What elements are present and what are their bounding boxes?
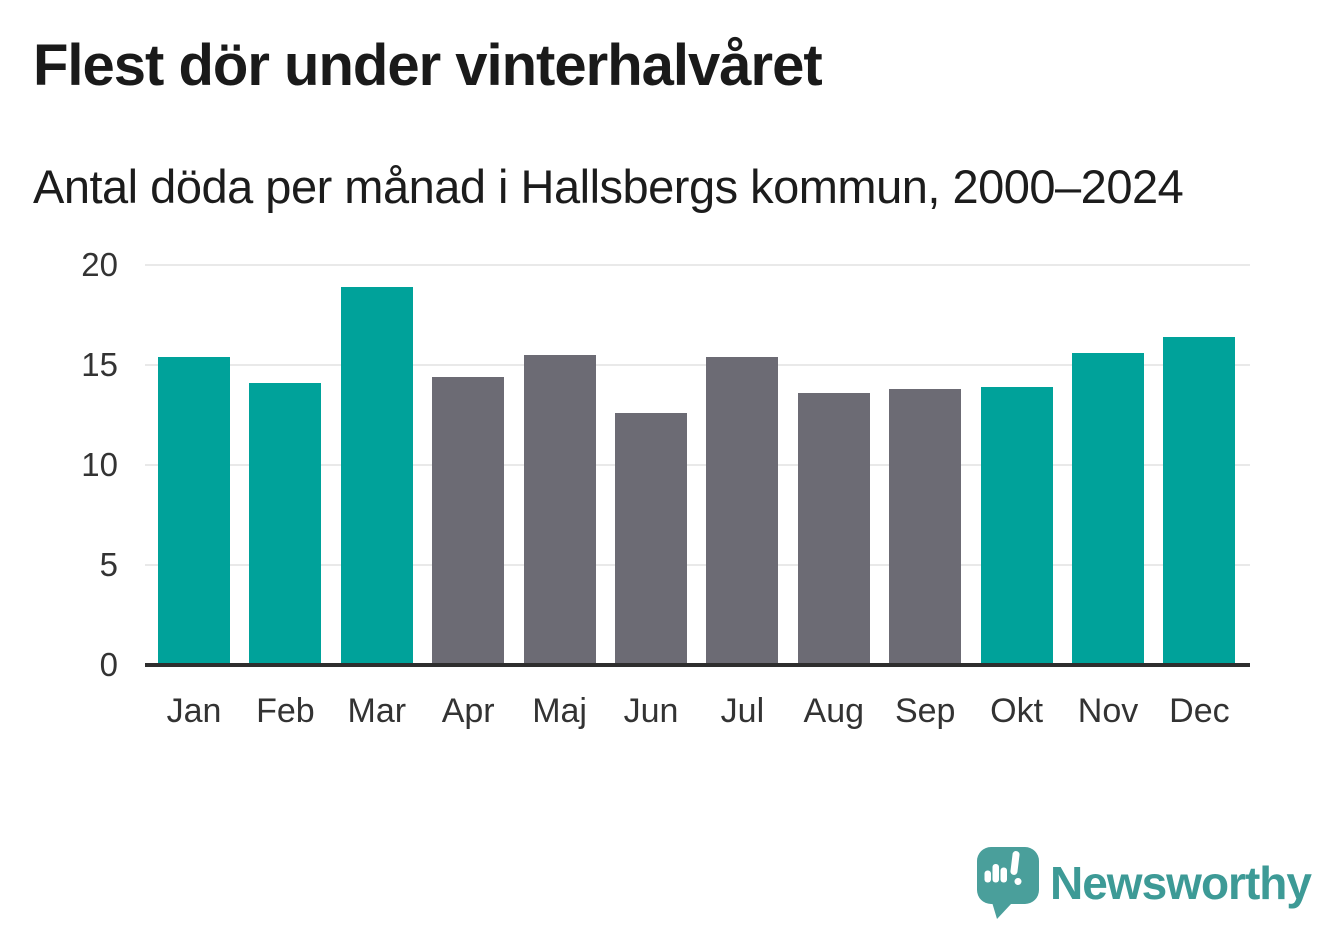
- x-axis-label-feb: Feb: [256, 692, 315, 730]
- y-axis-label-15: 15: [81, 346, 118, 383]
- x-axis-label-sep: Sep: [894, 692, 956, 730]
- bar-jan: [158, 357, 230, 665]
- x-axis-label-nov: Nov: [1077, 692, 1139, 730]
- newsworthy-branding: Newsworthy: [976, 846, 1312, 920]
- bar-apr: [432, 377, 505, 665]
- bar-jun: [615, 413, 687, 665]
- x-axis-label-aug: Aug: [803, 692, 865, 730]
- gridline-y-5: [145, 564, 1250, 566]
- chart-subtitle: Antal döda per månad i Hallsbergs kommun…: [33, 160, 1184, 213]
- x-axis-label-okt: Okt: [990, 692, 1044, 730]
- newsworthy-speech-bubble-bars-icon: [977, 847, 1039, 919]
- x-axis-label-jan: Jan: [166, 692, 222, 730]
- y-axis-label-20: 20: [81, 246, 118, 283]
- chart-title: Flest dör under vinterhalvåret: [33, 33, 823, 98]
- bar-okt: [980, 387, 1053, 665]
- y-axis-label-10: 10: [81, 446, 118, 483]
- x-axis-label-apr: Apr: [441, 692, 495, 730]
- bar-dec: [1163, 337, 1236, 665]
- x-axis-line: [145, 663, 1250, 667]
- bar-sep: [889, 389, 962, 665]
- bar-maj: [523, 355, 596, 665]
- y-axis-label-5: 5: [99, 546, 118, 583]
- gridline-y-10: [145, 464, 1250, 466]
- x-axis-label-mar: Mar: [347, 692, 407, 730]
- bar-nov: [1072, 353, 1144, 665]
- x-axis-label-jun: Jun: [623, 692, 679, 730]
- x-axis-label-maj: Maj: [532, 692, 587, 730]
- gridline-y-20: [145, 264, 1250, 266]
- bar-mar: [340, 287, 413, 665]
- y-axis-label-0: 0: [99, 646, 118, 683]
- gridline-y-15: [145, 364, 1250, 366]
- bar-feb: [249, 383, 322, 665]
- x-axis-label-dec: Dec: [1169, 692, 1230, 730]
- bar-aug: [797, 393, 870, 665]
- x-axis-label-jul: Jul: [720, 692, 765, 730]
- bar-jul: [706, 357, 779, 665]
- newsworthy-logo-text: Newsworthy: [1050, 857, 1312, 909]
